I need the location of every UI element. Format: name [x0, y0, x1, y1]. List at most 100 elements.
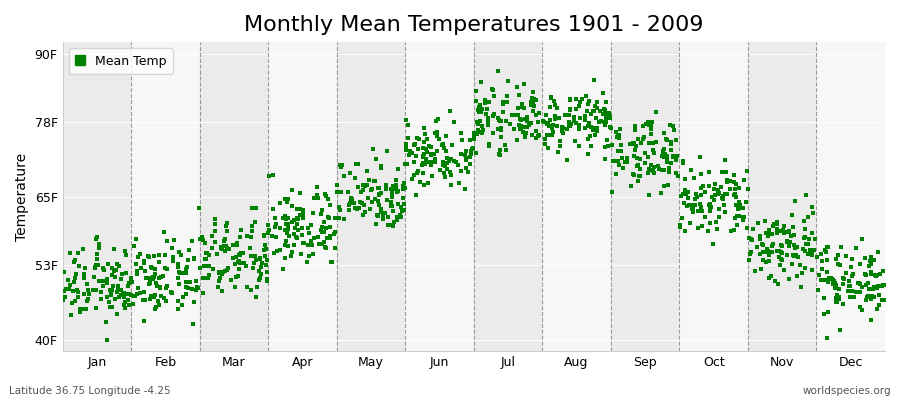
- Point: [302, 253, 316, 260]
- Point: [846, 271, 860, 278]
- Point: [835, 274, 850, 281]
- Point: [178, 270, 193, 276]
- Point: [598, 144, 613, 150]
- Point: [463, 161, 477, 167]
- Point: [385, 190, 400, 196]
- Point: [361, 195, 375, 202]
- Point: [478, 97, 492, 104]
- Point: [701, 183, 716, 189]
- Point: [420, 136, 435, 142]
- Point: [356, 202, 371, 208]
- Point: [319, 193, 333, 200]
- Point: [811, 287, 825, 293]
- Point: [781, 276, 796, 282]
- Point: [688, 201, 702, 208]
- Point: [119, 252, 133, 258]
- Point: [293, 190, 308, 196]
- Point: [712, 190, 726, 196]
- Point: [191, 284, 205, 291]
- Point: [287, 231, 302, 237]
- Point: [539, 132, 554, 138]
- Point: [77, 270, 92, 277]
- Point: [216, 269, 230, 275]
- Point: [631, 178, 645, 184]
- Point: [307, 195, 321, 201]
- Point: [728, 186, 742, 192]
- Point: [596, 90, 610, 96]
- Point: [245, 205, 259, 211]
- Point: [368, 196, 382, 202]
- Point: [771, 247, 786, 254]
- Point: [482, 141, 497, 148]
- Point: [333, 206, 347, 213]
- Point: [208, 216, 222, 222]
- Point: [346, 200, 361, 206]
- Point: [665, 122, 680, 129]
- Point: [350, 206, 365, 212]
- Point: [560, 157, 574, 163]
- Point: [295, 232, 310, 238]
- Point: [482, 143, 497, 150]
- Point: [239, 233, 254, 239]
- Point: [97, 267, 112, 273]
- Point: [258, 245, 273, 252]
- Point: [389, 186, 403, 192]
- Point: [832, 293, 846, 300]
- Point: [727, 192, 742, 198]
- Point: [689, 191, 704, 198]
- Point: [836, 281, 850, 288]
- Point: [424, 152, 438, 158]
- Point: [624, 182, 638, 189]
- Point: [661, 158, 675, 165]
- Point: [499, 117, 513, 124]
- Point: [124, 275, 139, 282]
- Point: [444, 156, 458, 162]
- Point: [290, 235, 304, 241]
- Point: [465, 146, 480, 152]
- Point: [89, 287, 104, 293]
- Point: [707, 192, 722, 198]
- Point: [487, 110, 501, 117]
- Point: [529, 134, 544, 141]
- Point: [832, 296, 846, 302]
- Point: [845, 256, 859, 262]
- Point: [398, 185, 412, 191]
- Point: [436, 145, 451, 152]
- Point: [562, 106, 577, 112]
- Point: [482, 99, 496, 106]
- Point: [117, 302, 131, 309]
- Point: [176, 302, 190, 309]
- Point: [557, 112, 572, 118]
- Point: [702, 202, 716, 208]
- Point: [196, 236, 211, 243]
- Point: [404, 150, 419, 156]
- Point: [356, 187, 370, 193]
- Point: [641, 153, 655, 160]
- Point: [527, 102, 542, 109]
- Point: [187, 256, 202, 262]
- Point: [669, 137, 683, 144]
- Point: [518, 132, 532, 138]
- Point: [844, 264, 859, 270]
- Point: [784, 233, 798, 239]
- Point: [756, 242, 770, 248]
- Point: [644, 131, 659, 138]
- Point: [627, 140, 642, 146]
- Point: [741, 186, 755, 192]
- Point: [474, 130, 489, 136]
- Point: [360, 182, 374, 188]
- Point: [233, 252, 248, 258]
- Point: [681, 195, 696, 201]
- Point: [679, 191, 693, 198]
- Point: [679, 176, 693, 182]
- Point: [266, 172, 280, 178]
- Point: [348, 174, 363, 181]
- Point: [575, 96, 590, 102]
- Point: [715, 194, 729, 201]
- Point: [602, 124, 616, 130]
- Point: [518, 133, 532, 140]
- Point: [327, 231, 341, 237]
- Point: [870, 249, 885, 255]
- Point: [143, 295, 157, 302]
- Point: [70, 250, 85, 256]
